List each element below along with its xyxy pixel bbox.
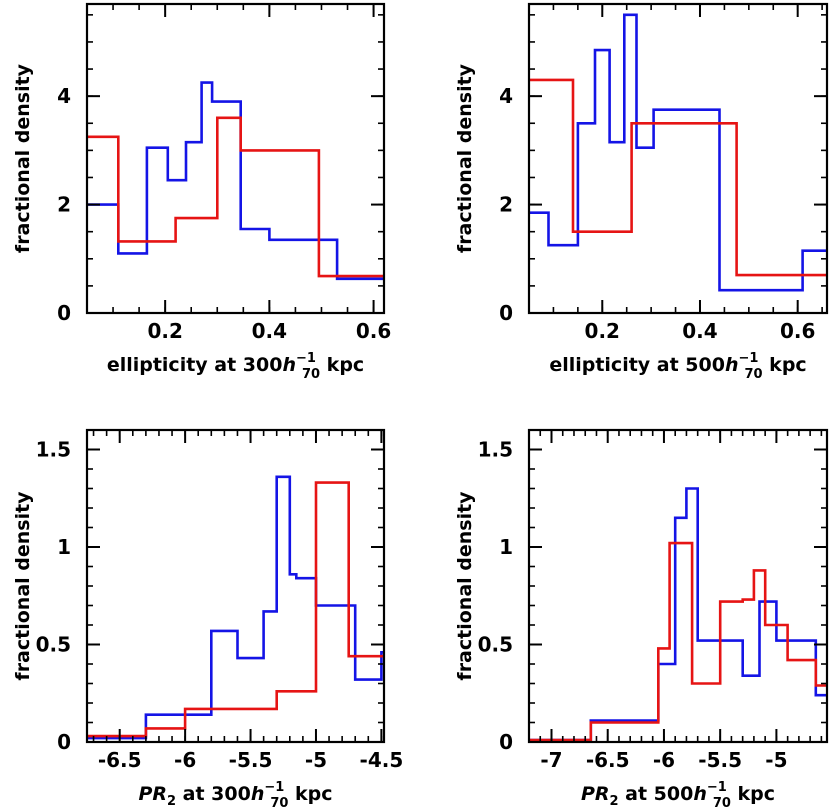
x-axis-label: ellipticity at 500h−1 70 kpc (549, 351, 806, 382)
x-tick-label: -5 (765, 748, 787, 772)
x-tick-label: -6 (653, 748, 675, 772)
plot-frame (85, 428, 386, 744)
series-red-line (529, 78, 827, 277)
plot-frame (85, 2, 386, 315)
x-tick-label: -6.5 (586, 748, 630, 772)
x-tick-label: -6.5 (98, 748, 142, 772)
x-tick-label: 0.4 (682, 319, 717, 343)
x-tick-label: 0.6 (780, 319, 815, 343)
x-axis-label: PR2 at 500h−1 70 kpc (581, 780, 775, 809)
plot-frame (527, 428, 829, 744)
x-axis-label: ellipticity at 300h−1 70 kpc (107, 351, 364, 382)
series-blue-line (87, 81, 384, 281)
y-axis-label: fractional density (454, 491, 476, 681)
x-axis-label: PR2 at 300h−1 70 kpc (138, 780, 332, 809)
y-tick-label: 2 (499, 193, 513, 217)
x-tick-label: -4.5 (360, 748, 404, 772)
series-red-line (87, 116, 384, 278)
y-tick-label: 4 (57, 84, 71, 108)
series-red-line (87, 481, 384, 738)
x-tick-label: -6 (174, 748, 196, 772)
y-tick-label: 1 (499, 535, 513, 559)
y-tick-label: 0 (57, 301, 71, 325)
x-tick-label: -5 (305, 748, 327, 772)
series-red-line (529, 541, 827, 742)
y-axis-label: fractional density (12, 63, 34, 253)
y-tick-label: 0.5 (478, 633, 513, 657)
x-tick-label: 0.4 (252, 319, 287, 343)
series-blue-line (529, 487, 827, 742)
plot-frame (527, 2, 829, 315)
y-axis-label: fractional density (454, 63, 476, 253)
y-tick-label: 0.5 (36, 633, 71, 657)
series-blue-line (87, 475, 384, 740)
panel-pr300: -6.5 -6 -5.5 -5 -4.5 0 0.5 1 1.5 fractional densi… (12, 428, 404, 809)
x-tick-label: -5.5 (229, 748, 273, 772)
y-tick-label: 1.5 (36, 438, 71, 462)
y-tick-label: 4 (499, 84, 513, 108)
y-tick-label: 0 (499, 301, 513, 325)
x-tick-label: -5.5 (698, 748, 742, 772)
y-tick-label: 1 (57, 535, 71, 559)
y-tick-label: 0 (57, 730, 71, 754)
y-axis-label: fractional density (12, 491, 34, 681)
y-tick-label: 1.5 (478, 438, 513, 462)
x-tick-label: 0.2 (585, 319, 620, 343)
y-tick-label: 2 (57, 193, 71, 217)
panel-pr500: -7 -6.5 -6 -5.5 -5 0 0.5 1 1.5 fractional density… (454, 428, 829, 809)
x-tick-label: -7 (540, 748, 562, 772)
series-blue-line (529, 13, 827, 292)
x-tick-label: 0.6 (356, 319, 391, 343)
y-tick-label: 0 (499, 730, 513, 754)
x-tick-label: 0.2 (147, 319, 182, 343)
panel-ell500: 0.2 0.4 0.6 0 2 4 fractional density ellipticit… (454, 2, 829, 382)
panel-ell300: 0.2 0.4 0.6 0 2 4 fractional density ellipticit… (12, 2, 391, 382)
